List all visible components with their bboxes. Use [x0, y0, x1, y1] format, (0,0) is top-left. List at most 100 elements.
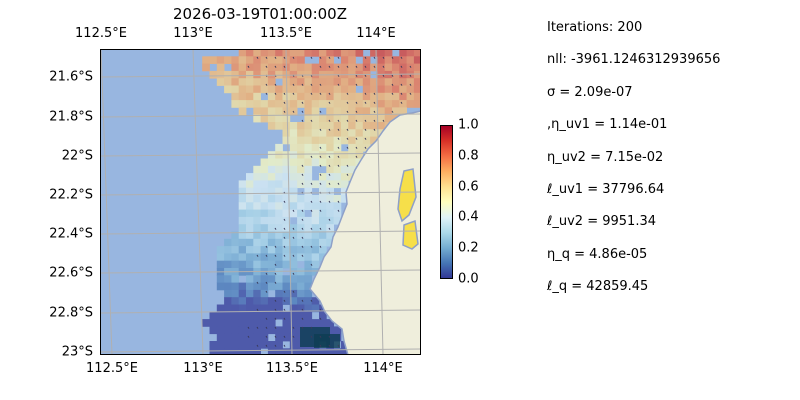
heatmap-cell: [377, 56, 386, 64]
heatmap-cell: [326, 231, 334, 240]
heatmap-cell: [282, 100, 291, 108]
heatmap-cell: [275, 143, 283, 152]
heatmap-cell: [275, 56, 283, 64]
heatmap-cell: [267, 114, 276, 123]
heatmap-cell: [304, 129, 313, 137]
current-arrow: [247, 65, 250, 68]
heatmap-cell: [275, 238, 283, 247]
heatmap-cell: [333, 143, 342, 152]
heatmap-cell: [231, 260, 240, 269]
heatmap-cell: [399, 85, 407, 94]
heatmap-cell: [297, 180, 305, 189]
heatmap-cell: [260, 85, 269, 94]
heatmap-cell: [289, 311, 298, 320]
current-arrow: [409, 92, 412, 95]
heatmap-cell: [311, 158, 320, 167]
heatmap-cell: [253, 100, 261, 108]
heatmap-cell: [311, 143, 320, 152]
heatmap-cell: [319, 311, 327, 320]
heatmap-cell: [348, 158, 356, 167]
current-arrow: [364, 119, 367, 122]
heatmap-cell: [282, 209, 291, 218]
current-arrow: [400, 56, 403, 59]
heatmap-cell: [326, 348, 334, 355]
heatmap-cell: [260, 311, 269, 320]
current-arrow: [319, 245, 322, 248]
heatmap-cell: [238, 180, 247, 189]
heatmap-cell: [348, 151, 356, 159]
heatmap-cell: [231, 63, 240, 72]
heatmap-cell: [282, 187, 291, 196]
heatmap-cell: [238, 333, 247, 342]
heatmap-cell: [370, 129, 378, 137]
current-arrow: [409, 83, 412, 86]
heatmap-cell: [253, 78, 261, 86]
chart-title: 2026-03-19T01:00:00Z: [173, 5, 347, 23]
heatmap-cell: [289, 275, 298, 283]
current-arrow: [301, 227, 304, 230]
heatmap-cell: [297, 282, 305, 291]
y-tick: 22°S: [61, 148, 93, 164]
heatmap-cell: [246, 173, 254, 181]
x-tick-bottom: 113°E: [183, 361, 223, 376]
heatmap-cell: [275, 224, 283, 232]
heatmap-cell: [289, 165, 298, 174]
heatmap-cell: [253, 92, 261, 101]
heatmap-cell: [253, 202, 261, 210]
heatmap-cell: [253, 49, 261, 57]
heatmap-cell: [355, 49, 364, 57]
heatmap-cell: [406, 70, 415, 79]
heatmap-cell: [326, 129, 334, 137]
heatmap-cell: [260, 195, 269, 203]
heatmap-cell: [253, 195, 261, 203]
heatmap-cell: [238, 209, 247, 218]
heatmap-cell: [311, 319, 320, 327]
heatmap-cell: [326, 143, 334, 152]
current-arrow: [355, 101, 358, 104]
heatmap-cell: [209, 56, 218, 64]
heatmap-cell: [319, 180, 327, 189]
current-arrow: [346, 110, 349, 113]
heatmap-cell: [326, 107, 334, 116]
parallel-line: [100, 191, 421, 196]
current-arrow: [265, 245, 268, 248]
heatmap-cell: [260, 100, 269, 108]
heatmap-cell: [253, 348, 261, 355]
heatmap-cell: [260, 202, 269, 210]
heatmap-cell: [384, 100, 393, 108]
heatmap-cell: [231, 92, 240, 101]
heatmap-cell: [267, 282, 276, 291]
heatmap-cell: [311, 195, 320, 203]
heatmap-cell: [209, 319, 218, 327]
heatmap-cell: [311, 202, 320, 210]
heatmap-cell: [231, 326, 240, 335]
heatmap-cell: [355, 107, 364, 116]
heatmap-cell: [413, 70, 421, 79]
y-tick: 22.6°S: [49, 265, 93, 281]
meridian-line: [375, 49, 384, 355]
heatmap-cell: [319, 224, 327, 232]
heatmap-cell: [340, 165, 349, 174]
heatmap-cell: [275, 85, 283, 94]
heatmap-cell: [362, 136, 371, 145]
heatmap-cell: [275, 297, 283, 305]
heatmap-cell: [340, 56, 349, 64]
current-arrow: [409, 74, 412, 77]
current-arrow: [355, 74, 358, 77]
heatmap-cell: [304, 289, 313, 298]
heatmap-cell: [319, 348, 327, 355]
heatmap-cell: [333, 195, 342, 203]
heatmap-cell: [362, 114, 371, 123]
heatmap-cell: [246, 246, 254, 254]
current-arrow: [346, 146, 349, 149]
current-arrow: [292, 227, 295, 230]
heatmap-cell: [311, 260, 320, 269]
heatmap-cell: [209, 341, 218, 349]
current-arrow: [319, 227, 322, 230]
heatmap-cell: [333, 129, 342, 137]
current-arrow: [319, 83, 322, 86]
heatmap-cell: [340, 180, 349, 189]
heatmap-cell: [362, 143, 371, 152]
current-arrow: [400, 74, 403, 77]
heatmap-cell: [260, 187, 269, 196]
